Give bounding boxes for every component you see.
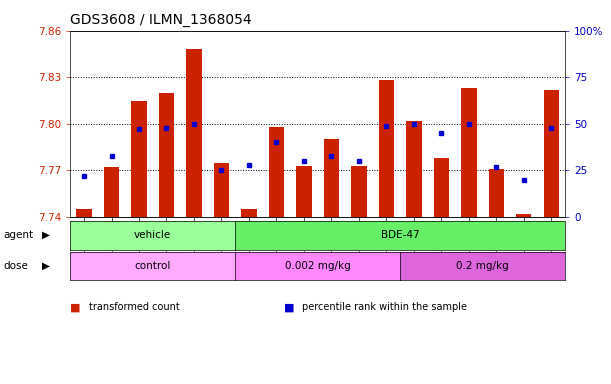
Bar xyxy=(406,121,422,217)
Text: agent: agent xyxy=(3,230,33,240)
Bar xyxy=(351,166,367,217)
Bar xyxy=(544,90,559,217)
Bar xyxy=(159,93,174,217)
Bar xyxy=(434,158,449,217)
Text: ■: ■ xyxy=(284,302,295,312)
Text: vehicle: vehicle xyxy=(134,230,171,240)
Text: 0.2 mg/kg: 0.2 mg/kg xyxy=(456,261,509,271)
Bar xyxy=(461,88,477,217)
Bar xyxy=(241,209,257,217)
Text: ▶: ▶ xyxy=(42,230,49,240)
Text: control: control xyxy=(134,261,171,271)
Bar xyxy=(379,80,394,217)
Text: ▶: ▶ xyxy=(42,261,49,271)
Text: GDS3608 / ILMN_1368054: GDS3608 / ILMN_1368054 xyxy=(70,13,252,27)
Bar xyxy=(76,209,92,217)
Bar xyxy=(131,101,147,217)
Bar xyxy=(269,127,284,217)
Text: dose: dose xyxy=(3,261,28,271)
Text: percentile rank within the sample: percentile rank within the sample xyxy=(302,302,467,312)
Bar xyxy=(296,166,312,217)
Bar xyxy=(516,214,532,217)
Text: BDE-47: BDE-47 xyxy=(381,230,420,240)
Bar xyxy=(186,49,202,217)
Text: ■: ■ xyxy=(70,302,81,312)
Bar xyxy=(324,139,339,217)
Bar xyxy=(214,163,229,217)
Text: 0.002 mg/kg: 0.002 mg/kg xyxy=(285,261,351,271)
Bar xyxy=(489,169,504,217)
Bar xyxy=(104,167,119,217)
Text: transformed count: transformed count xyxy=(89,302,180,312)
